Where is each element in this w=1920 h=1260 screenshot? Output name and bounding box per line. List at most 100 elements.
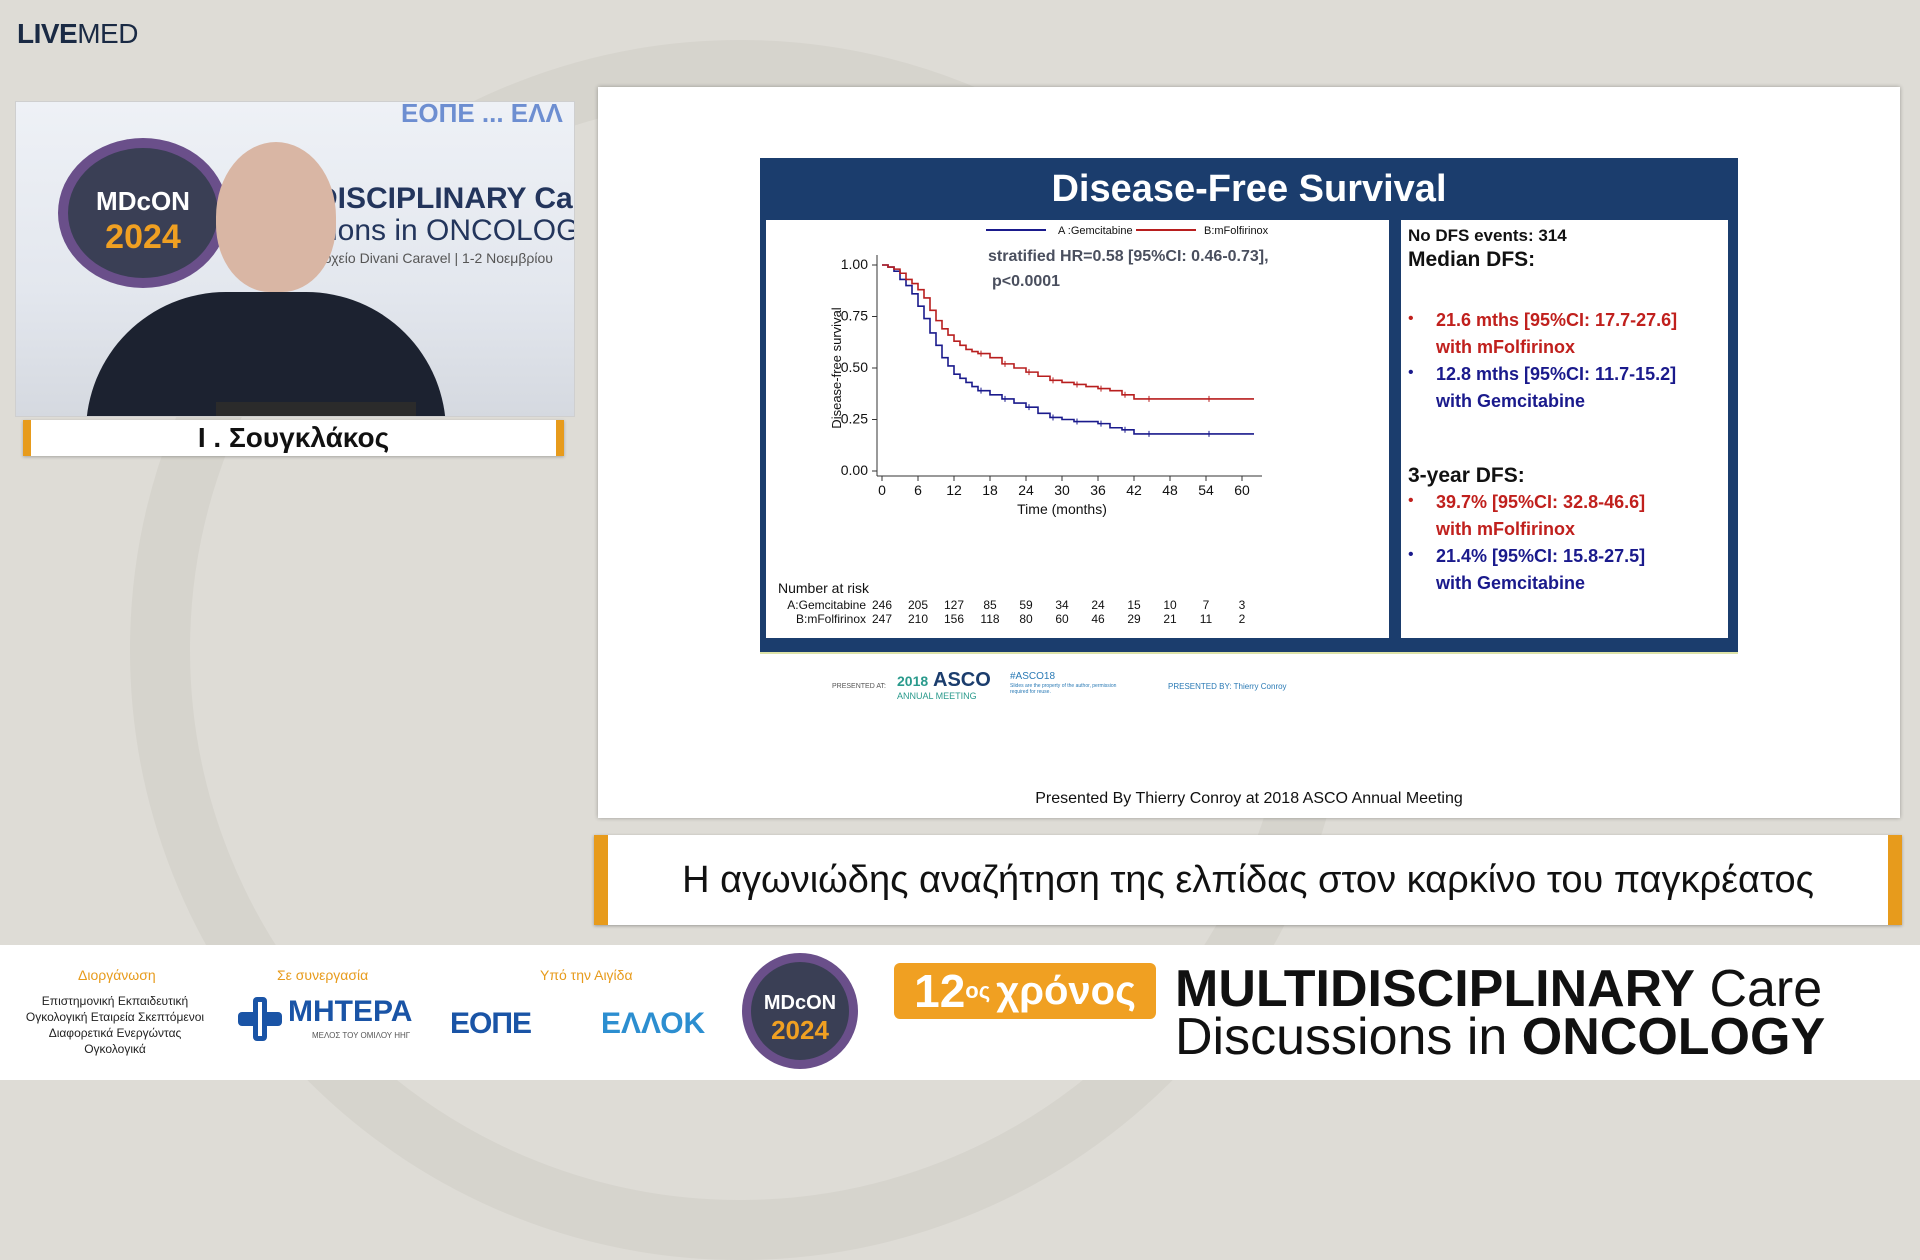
y-tick-label: 0.50 (841, 359, 868, 375)
risk-value: 247 (872, 612, 892, 626)
risk-value: 205 (908, 598, 928, 612)
speaker-head (216, 142, 336, 292)
y-tick-label: 0.75 (841, 308, 868, 324)
three-year-folfirinox-2: with mFolfirinox (1436, 519, 1575, 539)
speaker-body (86, 292, 446, 416)
years-suffix: ος (965, 978, 991, 1003)
risk-row-label: A:Gemcitabine (787, 598, 866, 612)
risk-value: 2 (1239, 612, 1246, 626)
slide-title: Disease-Free Survival (760, 158, 1738, 220)
km-chart: A :Gemcitabine B:mFolfirinox 0.00 0.25 0.50… (778, 225, 1269, 626)
title-bold-1: MULTIDISCIPLINARY (1175, 960, 1695, 1018)
title-bold-2: ONCOLOGY (1521, 1008, 1826, 1066)
title-light-2: Discussions in (1175, 1008, 1508, 1066)
risk-value: 15 (1127, 598, 1141, 612)
median-gem-1: 12.8 mths [95%CI: 11.7-15.2] (1436, 364, 1677, 384)
risk-value: 60 (1055, 612, 1069, 626)
risk-value: 246 (872, 598, 892, 612)
slide-footer-line (760, 652, 1738, 654)
ellok-logo: ΕΛΛΟΚ (601, 1007, 706, 1040)
conference-title-line-1: MULTIDISCIPLINARY Care (1175, 963, 1822, 1015)
three-year-gem-2: with Gemcitabine (1436, 573, 1586, 593)
hr-annotation: stratified HR=0.58 [95%CI: 0.46-0.73], (988, 248, 1269, 265)
asco-sub: ANNUAL MEETING (897, 691, 977, 701)
talk-title-banner: Η αγωνιώδης αναζήτηση της ελπίδας στον κ… (594, 835, 1902, 925)
risk-value: 3 (1239, 598, 1246, 612)
asco-footer: PRESENTED AT: 2018 ASCO ANNUAL MEETING #… (832, 667, 1392, 701)
x-tick-label: 12 (946, 482, 962, 498)
backdrop-line-2: sions in ONCOLOG (316, 214, 575, 247)
risk-value: 34 (1055, 598, 1069, 612)
x-tick-label: 24 (1018, 482, 1034, 498)
risk-value: 85 (983, 598, 997, 612)
risk-value: 80 (1019, 612, 1033, 626)
organizer-label: Διοργάνωση (78, 967, 156, 983)
risk-value: 127 (944, 598, 964, 612)
backdrop-line-1: DISCIPLINARY Ca (316, 182, 573, 215)
badge-line-1: MDcON (763, 992, 837, 1014)
legend-label: A :Gemcitabine (1058, 225, 1133, 237)
risk-value: 10 (1163, 598, 1177, 612)
asco-tag: #ASCO18 (1010, 671, 1056, 682)
three-year-dfs-title: 3-year DFS: (1408, 464, 1525, 487)
x-tick-label: 54 (1198, 482, 1214, 498)
risk-value: 118 (980, 612, 999, 626)
y-tick-label: 0.25 (841, 411, 868, 427)
risk-table-title: Number at risk (778, 580, 870, 596)
asco-year: 2018 (897, 673, 929, 689)
badge-line-2: 2024 (771, 1015, 829, 1045)
legend-label: B:mFolfirinox (1204, 225, 1269, 237)
years-number: 12 (914, 965, 966, 1017)
slide-caption: Presented By Thierry Conroy at 2018 ASCO… (1035, 790, 1463, 807)
x-axis-label: Time (months) (1017, 501, 1107, 517)
speaker-video: ΕΟΠΕ ... ΕΛΛ MDcON 2024 DISCIPLINARY Ca … (15, 101, 575, 417)
mitera-logo: ΜΗΤΕΡΑ (288, 995, 413, 1028)
three-year-gem-1: 21.4% [95%CI: 15.8-27.5] (1436, 546, 1646, 566)
p-value-annotation: p<0.0001 (992, 273, 1060, 290)
x-tick-label: 42 (1126, 482, 1142, 498)
risk-value: 210 (908, 612, 928, 626)
x-tick-label: 60 (1234, 482, 1250, 498)
risk-row-label: B:mFolfirinox (796, 612, 866, 626)
risk-value: 46 (1091, 612, 1105, 626)
risk-value: 24 (1091, 598, 1105, 612)
y-tick-label: 0.00 (841, 462, 868, 478)
presentation-slide: Disease-Free Survival A :Gemcitabine B:mF… (598, 87, 1900, 818)
km-curve (882, 264, 1254, 400)
organizer-name: Επιστημονική Εκπαιδευτική Ογκολογική Ετα… (25, 994, 205, 1056)
eope-logo: ΕΟΠΕ (450, 1007, 532, 1040)
presented-by: PRESENTED BY: Thierry Conroy (1168, 682, 1287, 691)
bullet: • (1408, 546, 1414, 563)
three-year-folfirinox-1: 39.7% [95%CI: 32.8-46.6] (1436, 492, 1646, 512)
bullet: • (1408, 364, 1414, 381)
y-axis-label: Disease-free survival (829, 307, 844, 428)
mitera-subtitle: ΜΕΛΟΣ ΤΟΥ ΟΜΙΛΟΥ ΗΗΓ (312, 1031, 411, 1040)
x-tick-label: 48 (1162, 482, 1178, 498)
speaker-nameplate: Ι . Σουγκλάκος (23, 420, 564, 456)
x-tick-label: 0 (878, 482, 886, 498)
risk-value: 59 (1019, 598, 1033, 612)
x-tick-label: 18 (982, 482, 998, 498)
risk-value: 21 (1163, 612, 1177, 626)
asco-note: Slides are the property of the author, p… (1010, 683, 1117, 695)
presented-at-label: PRESENTED AT: (832, 683, 886, 690)
risk-value: 11 (1200, 612, 1213, 626)
risk-value: 29 (1127, 612, 1141, 626)
median-gem-2: with Gemcitabine (1436, 391, 1586, 411)
aegis-label: Υπό την Αιγίδα (540, 967, 633, 983)
bullet: • (1408, 492, 1414, 509)
dfs-events: No DFS events: 314 (1408, 226, 1567, 245)
km-curve (882, 264, 1254, 435)
risk-value: 7 (1203, 598, 1210, 612)
x-tick-label: 30 (1054, 482, 1070, 498)
median-folfirinox-2: with mFolfirinox (1436, 337, 1575, 357)
x-tick-label: 36 (1090, 482, 1106, 498)
x-tick-label: 6 (914, 482, 922, 498)
risk-value: 156 (944, 612, 964, 626)
mdcon-2024-badge: MDcON 2024 (742, 953, 858, 1069)
livemed-logo: LIVEMED (17, 18, 138, 49)
asco-name: ASCO (933, 669, 991, 691)
dfs-stats-panel: No DFS events: 314 Median DFS: • 21.6 mt… (1401, 220, 1728, 638)
y-tick-label: 1.00 (841, 256, 868, 272)
conference-title-line-2: Discussions in ONCOLOGY (1175, 1011, 1825, 1063)
